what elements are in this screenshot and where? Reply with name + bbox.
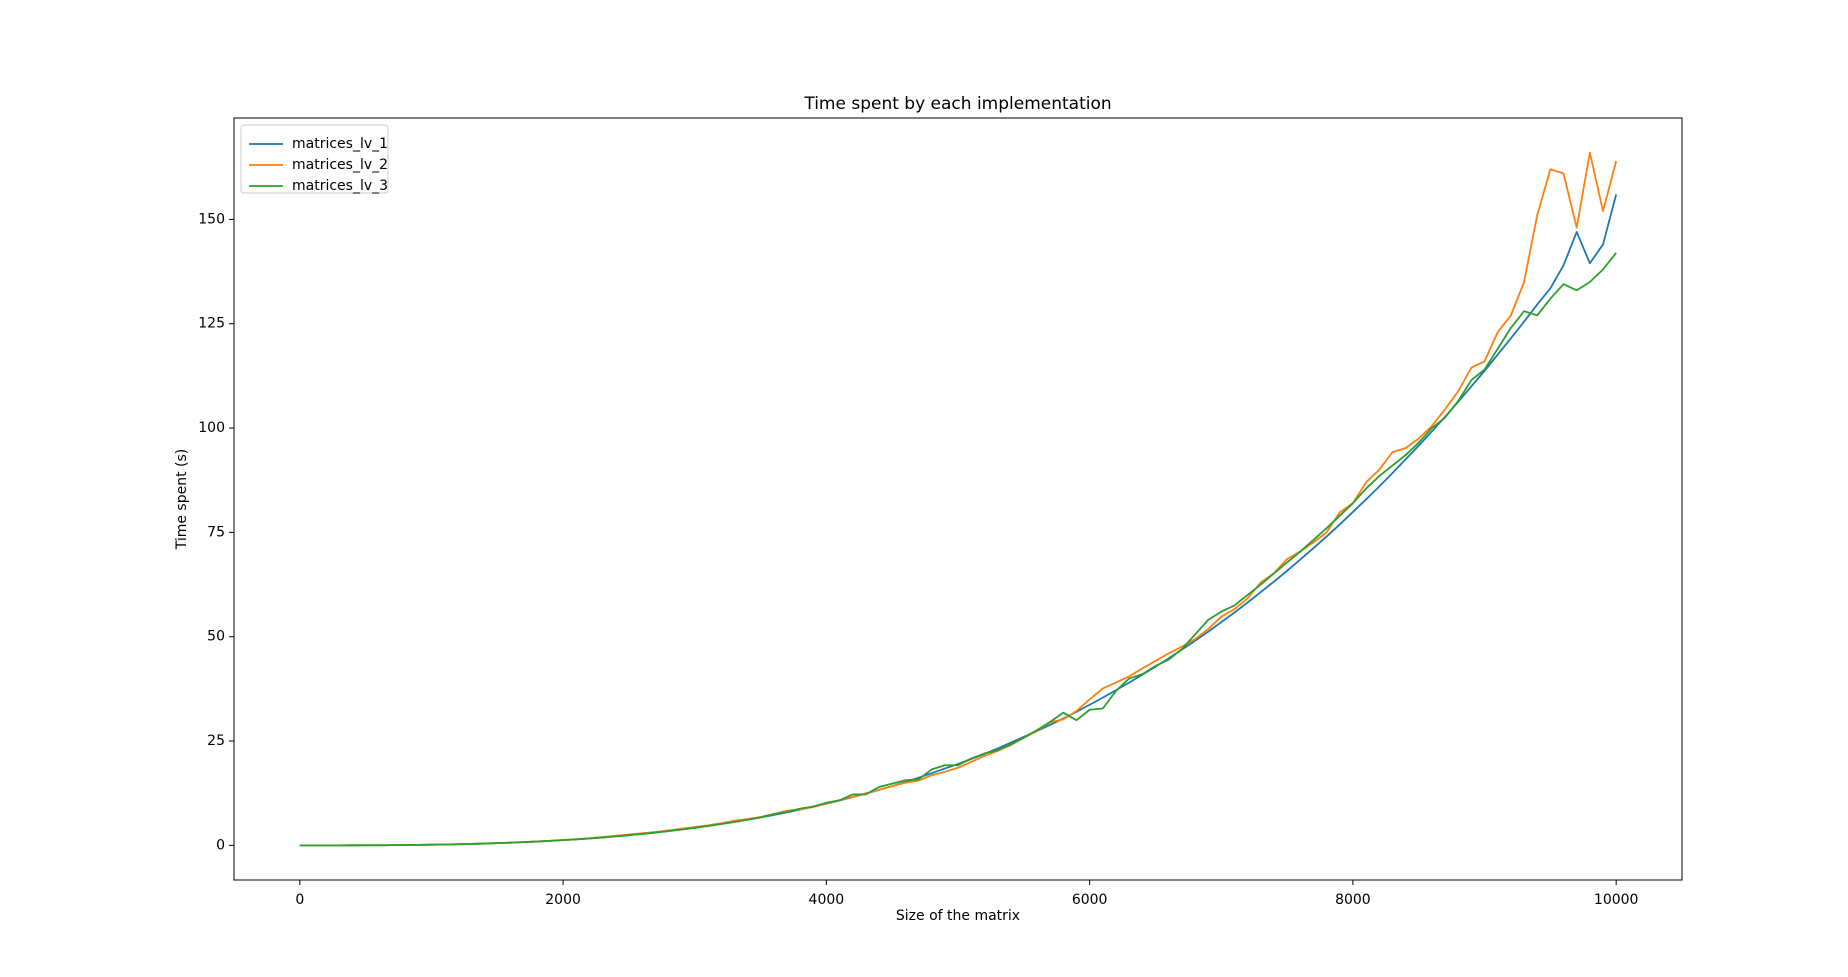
y-tick-label: 50 (207, 629, 225, 645)
y-axis-label: Time spent (s) (174, 449, 190, 551)
y-tick-label: 100 (198, 420, 225, 436)
legend-label: matrices_lv_3 (292, 178, 388, 194)
x-tick-label: 2000 (545, 892, 581, 908)
line-series (299, 252, 1617, 847)
chart-title: Time spent by each implementation (803, 94, 1111, 114)
y-tick-label: 150 (198, 211, 225, 227)
legend-box (240, 124, 389, 194)
x-tick-label: 0 (295, 892, 304, 908)
x-axis-label: Size of the matrix (896, 908, 1020, 924)
legend-label: matrices_lv_1 (292, 136, 388, 152)
y-tick-label: 75 (207, 524, 225, 540)
y-tick-label: 0 (216, 837, 225, 853)
x-tick-label: 8000 (1335, 892, 1371, 908)
y-tick-label: 125 (198, 316, 225, 332)
plot-frame (233, 117, 1683, 881)
x-tick-label: 10000 (1594, 892, 1639, 908)
legend-label: matrices_lv_2 (292, 157, 388, 173)
x-tick-label: 6000 (1072, 892, 1108, 908)
y-tick-label: 25 (207, 733, 225, 749)
x-tick-label: 4000 (809, 892, 845, 908)
